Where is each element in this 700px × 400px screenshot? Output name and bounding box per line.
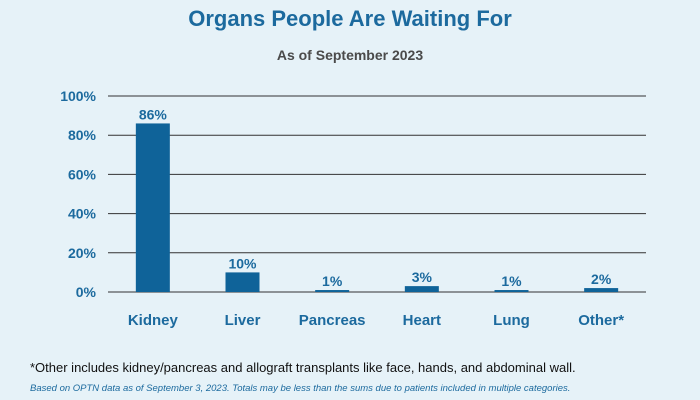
data-label: 86% (139, 106, 168, 122)
source-note: Based on OPTN data as of September 3, 20… (30, 383, 571, 394)
data-labels: 86% 10% 1% 3% 1% 2% (139, 106, 612, 289)
bar-liver (225, 272, 260, 292)
y-tick-label: 0% (76, 284, 97, 300)
x-category-label: Kidney (128, 312, 179, 329)
x-category-label: Other* (578, 312, 624, 329)
bars (135, 123, 619, 292)
data-label: 1% (501, 273, 522, 289)
y-tick-label: 40% (68, 206, 97, 222)
bar-kidney (135, 123, 170, 292)
footnote: *Other includes kidney/pancreas and allo… (30, 360, 576, 375)
bar-pancreas (315, 290, 350, 292)
bar-other (584, 288, 619, 292)
data-label: 2% (591, 271, 612, 287)
gridlines (108, 95, 646, 293)
y-axis-ticks: 0% 20% 40% 60% 80% 100% (60, 88, 96, 300)
x-axis-categories: Kidney Liver Pancreas Heart Lung Other* (128, 312, 624, 329)
x-category-label: Lung (493, 312, 530, 329)
chart-subtitle: As of September 2023 (276, 47, 424, 63)
x-category-label: Pancreas (299, 312, 366, 329)
data-label: 3% (412, 269, 433, 285)
y-tick-label: 80% (68, 127, 97, 143)
y-tick-label: 20% (68, 245, 97, 261)
y-tick-label: 100% (60, 88, 96, 104)
y-tick-label: 60% (68, 166, 97, 182)
chart-title: Organs People Are Waiting For (188, 6, 512, 31)
bar-heart (404, 286, 439, 292)
data-label: 1% (322, 273, 343, 289)
x-category-label: Liver (225, 312, 261, 329)
bar-lung (494, 290, 529, 292)
data-label: 10% (228, 255, 257, 271)
x-category-label: Heart (403, 312, 441, 329)
